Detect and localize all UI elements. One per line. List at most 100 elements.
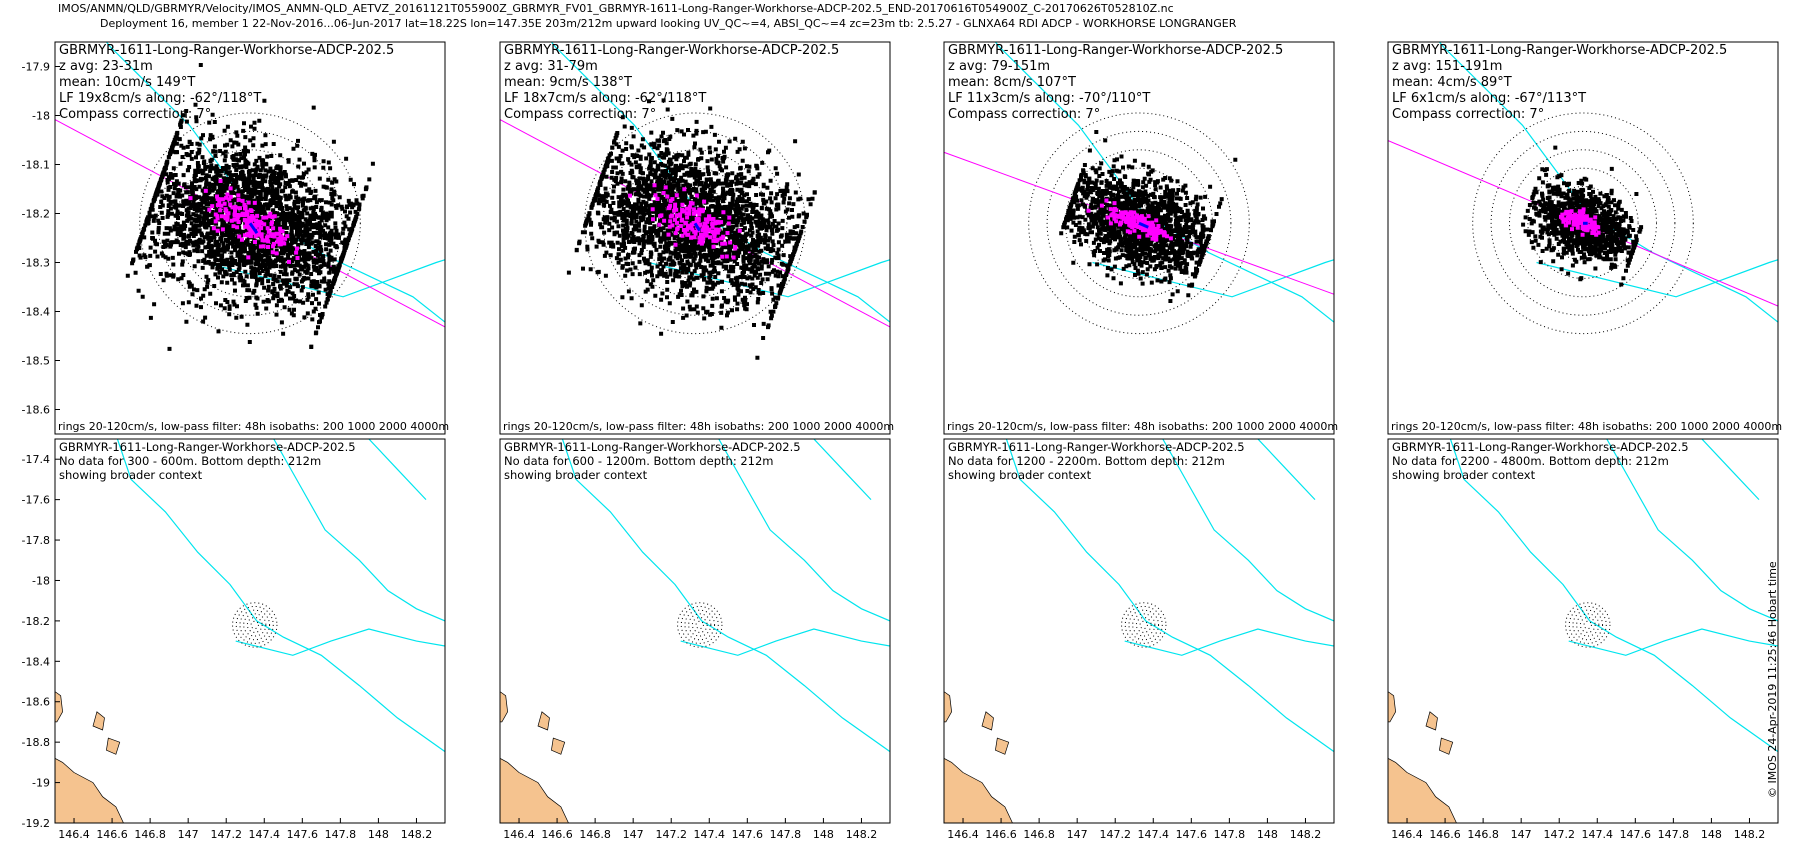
land-patch-0	[944, 691, 952, 723]
panel-info-line: showing broader context	[1392, 468, 1536, 482]
speed-ring-120cms	[1121, 602, 1167, 648]
x-tick-label: 147.6	[732, 828, 764, 841]
y-tick-label: -19.2	[22, 817, 50, 830]
panel-title: GBRMYR-1611-Long-Ranger-Workhorse-ADCP-2…	[948, 440, 1245, 454]
x-tick-label: 147.6	[287, 828, 319, 841]
x-tick-label: 147.4	[1582, 828, 1614, 841]
panel-info-line: LF 18x7cm/s along: -62°/118°T	[504, 91, 706, 106]
x-tick-label: 146.6	[985, 828, 1017, 841]
panel-info-line: showing broader context	[59, 468, 203, 482]
panel-info-line: No data for 1200 - 2200m. Bottom depth: …	[948, 454, 1225, 468]
land-patch-0	[1388, 691, 1396, 723]
plot-area	[944, 439, 1334, 823]
land-patch-1	[55, 757, 124, 823]
y-tick-label: -18.4	[22, 655, 50, 668]
isobath-line-0	[116, 439, 445, 753]
panel-footer: rings 20-120cm/s, low-pass filter: 48h i…	[1391, 420, 1782, 433]
y-tick-label: -18.8	[22, 736, 50, 749]
land-patch-1	[944, 757, 1013, 823]
x-tick-label: 146.8	[134, 828, 166, 841]
land-patch-1	[1094, 547, 1262, 704]
x-tick-label: 146.4	[947, 828, 979, 841]
panel-info-line: showing broader context	[948, 468, 1092, 482]
panel-info-line: Compass correction: 7°	[504, 107, 656, 122]
speed-ring-100cms	[1490, 130, 1676, 316]
land-patch-0	[500, 691, 508, 723]
panel-title: GBRMYR-1611-Long-Ranger-Workhorse-ADCP-2…	[504, 440, 801, 454]
timestamp-credit: © IMOS 24-Apr-2019 11:25:46 Hobart time	[1766, 561, 1779, 798]
isobath-line-3	[1536, 259, 1778, 298]
x-tick-label: 147.8	[1658, 828, 1690, 841]
x-tick-label: 148	[1701, 828, 1722, 841]
y-tick-label: -18.6	[22, 404, 50, 417]
isobath-line-1	[1162, 439, 1334, 622]
file-path-header: IMOS/ANMN/QLD/GBRMYR/Velocity/IMOS_ANMN-…	[58, 2, 1174, 15]
plot-area	[206, 42, 890, 704]
axes-frame	[1387, 41, 1779, 435]
panel-info-line: Compass correction: 7°	[948, 107, 1100, 122]
chart-panel-2-1: -17.4 -17.6 -17.8 -18 -18.2 -18.4 -18.6 -18.8 -1…	[22, 438, 446, 841]
x-tick-label: 147	[178, 828, 199, 841]
panel-info-line: mean: 4cm/s 89°T	[1392, 75, 1512, 90]
x-tick-label: 147.8	[770, 828, 802, 841]
chart-panel-1-1: -17.9 -18 -18.1 -18.2 -18.3 -18.4 -18.5 -18.6 GB…	[22, 41, 449, 435]
isobath-line-2	[813, 439, 872, 501]
speed-ring-40cms	[1135, 617, 1152, 633]
x-tick-label: 146.8	[579, 828, 611, 841]
y-tick-label: -17.9	[22, 61, 50, 74]
x-tick-label: 147.4	[694, 828, 726, 841]
speed-ring-120cms	[139, 112, 361, 335]
y-tick-label: -17.8	[22, 534, 50, 547]
panel-title: GBRMYR-1611-Long-Ranger-Workhorse-ADCP-2…	[1392, 43, 1727, 58]
speed-ring-120cms	[677, 602, 723, 648]
isobath-line-3	[680, 628, 890, 656]
x-tick-label: 147.8	[325, 828, 357, 841]
x-tick-label: 148	[813, 828, 834, 841]
raw-velocity-scatter	[125, 63, 375, 351]
speed-ring-20cms	[695, 620, 704, 630]
chart-panel-1-2: GBRMYR-1611-Long-Ranger-Workhorse-ADCP-2…	[206, 41, 894, 704]
isobath-line-3	[235, 628, 445, 656]
y-tick-label: -18.2	[22, 208, 50, 221]
land-patch-3	[106, 737, 121, 755]
x-tick-label: 147.2	[210, 828, 242, 841]
speed-ring-20cms	[250, 620, 259, 630]
x-tick-label: 147.6	[1176, 828, 1208, 841]
land-patch-1	[650, 547, 818, 704]
axes-frame	[499, 41, 891, 435]
x-tick-label: 147.4	[249, 828, 281, 841]
speed-ring-80cms	[239, 609, 271, 641]
isobath-line-0	[561, 439, 890, 753]
speed-ring-80cms	[1128, 609, 1160, 641]
panel-info-line: Compass correction: 7°	[1392, 107, 1544, 122]
plot-area	[650, 42, 1334, 704]
speed-ring-120cms	[1472, 112, 1694, 335]
speed-ring-20cms	[1583, 620, 1592, 630]
land-patch-3	[1439, 737, 1454, 755]
land-patch-3	[1220, 498, 1253, 537]
x-tick-label: 147	[1067, 828, 1088, 841]
panel-info-line: z avg: 23-31m	[59, 59, 153, 74]
panel-title: GBRMYR-1611-Long-Ranger-Workhorse-ADCP-2…	[1392, 440, 1689, 454]
axes-frame	[943, 41, 1335, 435]
axes-frame	[54, 438, 446, 824]
land-patch-1	[206, 547, 374, 704]
panel-info-line: LF 11x3cm/s along: -70°/110°T	[948, 91, 1150, 106]
speed-ring-80cms	[1509, 149, 1657, 298]
plot-area	[55, 42, 445, 351]
panel-info-line: LF 19x8cm/s along: -62°/118°T	[59, 91, 261, 106]
x-tick-label: 146.6	[96, 828, 128, 841]
isobath-line-2	[1701, 439, 1760, 501]
chart-panel-2-2: 146.4 146.6 146.8 147 147.2 147.4 147.6 147.8 14…	[499, 438, 891, 841]
panel-title: GBRMYR-1611-Long-Ranger-Workhorse-ADCP-2…	[59, 43, 394, 58]
chart-panel-1-3: GBRMYR-1611-Long-Ranger-Workhorse-ADCP-2…	[650, 41, 1338, 704]
x-tick-label: 147	[623, 828, 644, 841]
land-patch-1	[1388, 757, 1457, 823]
speed-ring-40cms	[1579, 617, 1596, 633]
panel-title: GBRMYR-1611-Long-Ranger-Workhorse-ADCP-2…	[948, 43, 1283, 58]
isobath-line-2	[1257, 439, 1316, 501]
x-tick-label: 146.6	[1429, 828, 1461, 841]
y-tick-label: -18	[32, 110, 50, 123]
